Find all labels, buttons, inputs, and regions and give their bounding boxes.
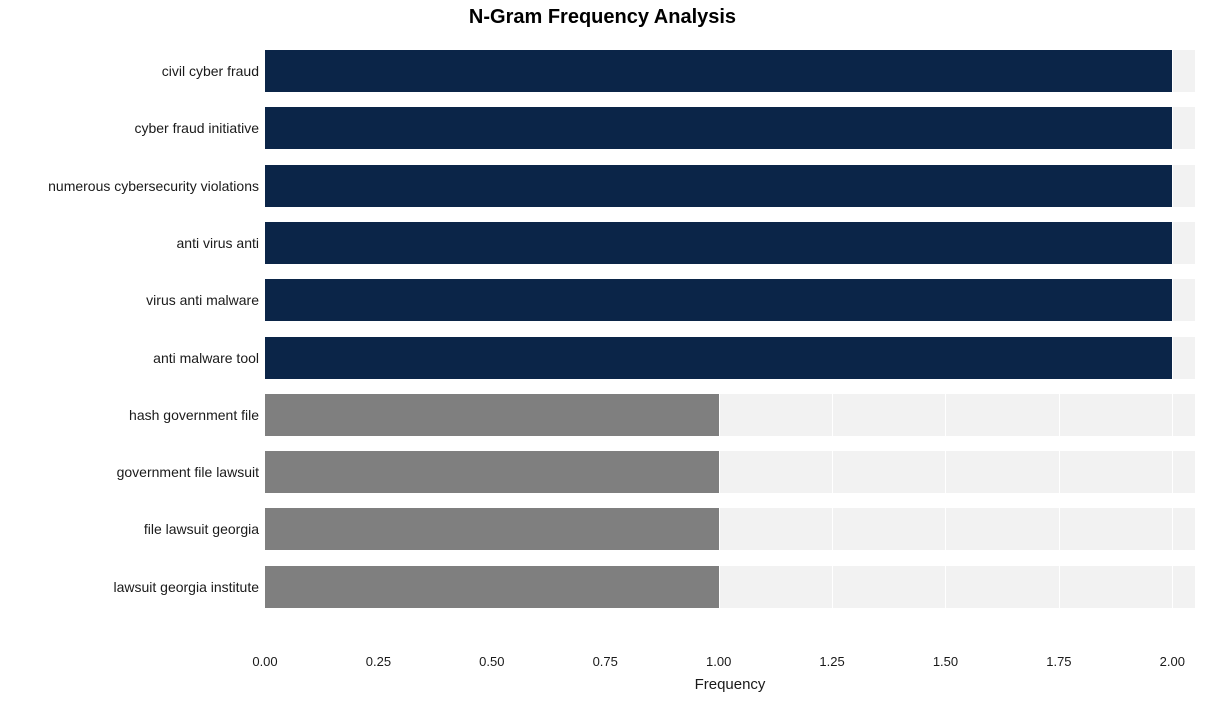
bar [265,222,1172,264]
x-tick-label: 1.00 [706,654,731,669]
bar [265,279,1172,321]
y-tick-label: anti malware tool [153,350,259,366]
y-tick-label: civil cyber fraud [162,63,259,79]
y-tick-label: cyber fraud initiative [134,120,259,136]
bar [265,566,719,608]
y-tick-label: lawsuit georgia institute [113,579,259,595]
x-tick-label: 0.25 [366,654,391,669]
x-tick-label: 1.75 [1046,654,1071,669]
bar [265,165,1172,207]
x-tick-label: 0.50 [479,654,504,669]
y-tick-label: anti virus anti [177,235,259,251]
x-tick-label: 0.00 [252,654,277,669]
y-tick-label: virus anti malware [146,292,259,308]
gridline [1172,36,1173,648]
x-tick-label: 2.00 [1160,654,1185,669]
x-tick-label: 1.50 [933,654,958,669]
bar [265,451,719,493]
x-tick-label: 1.25 [819,654,844,669]
bar [265,337,1172,379]
x-axis-label: Frequency [265,676,1195,693]
y-tick-label: hash government file [129,407,259,423]
chart-container: N-Gram Frequency Analysis civil cyber fr… [0,0,1205,701]
chart-title: N-Gram Frequency Analysis [0,6,1205,29]
y-tick-label: file lawsuit georgia [144,521,259,537]
y-tick-label: government file lawsuit [117,464,259,480]
bar [265,50,1172,92]
plot-area [265,36,1195,648]
bar [265,394,719,436]
bar [265,508,719,550]
x-tick-label: 0.75 [593,654,618,669]
y-tick-label: numerous cybersecurity violations [48,178,259,194]
bar [265,107,1172,149]
